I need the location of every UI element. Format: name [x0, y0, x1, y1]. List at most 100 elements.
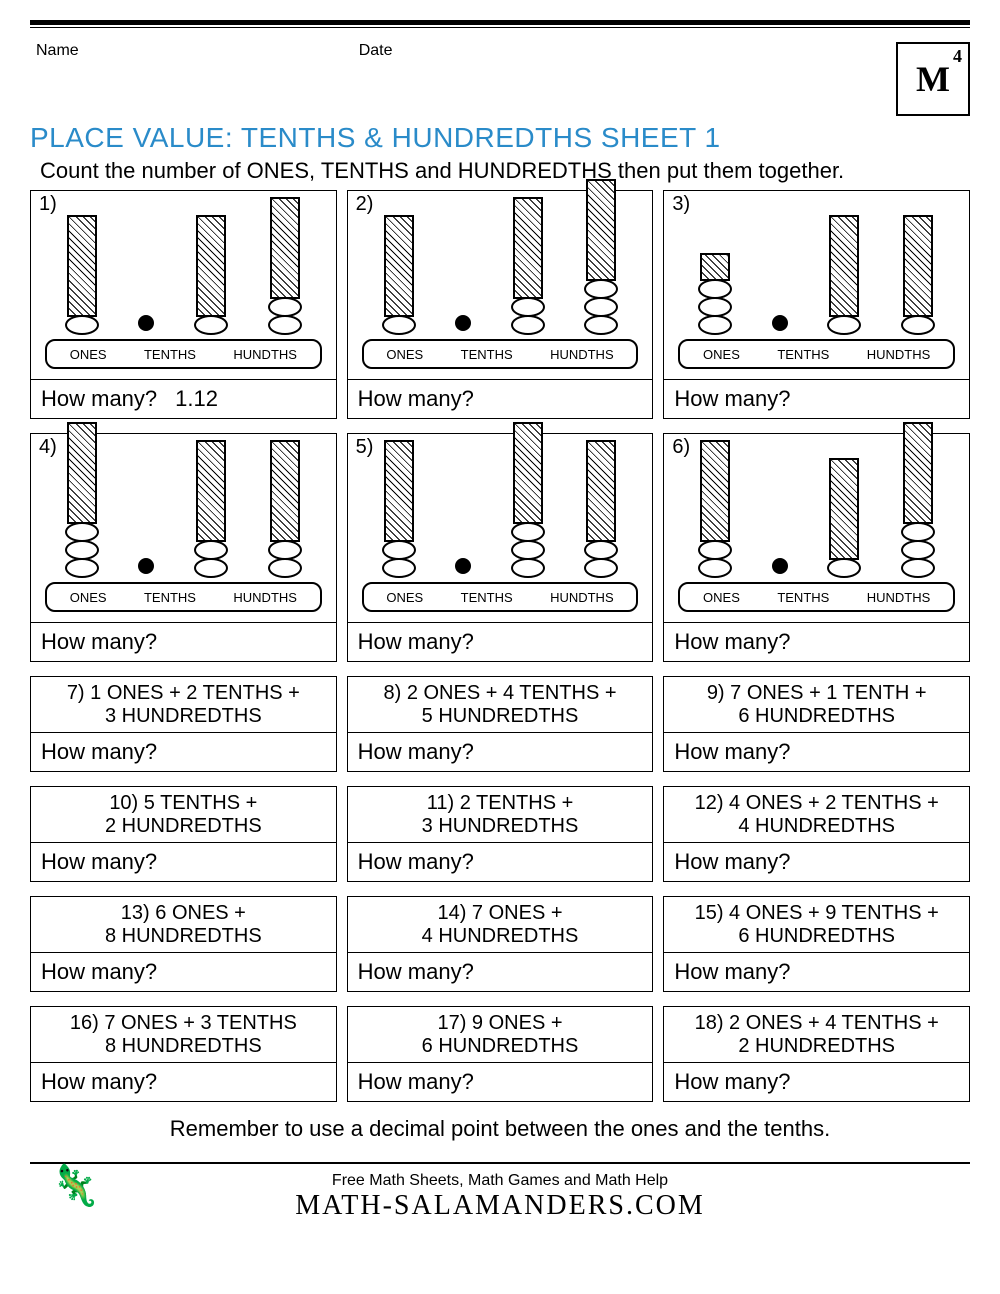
problem-text: 9) 7 ONES + 1 TENTH +6 HUNDREDTHS: [664, 677, 969, 733]
answer-row[interactable]: How many?: [664, 1063, 969, 1101]
logo-letter: M: [916, 58, 950, 100]
problem-number: 3): [672, 193, 690, 216]
label-tray: ONESTENTHSHUNDTHS: [362, 339, 639, 369]
value-column: [901, 215, 935, 335]
problem-number: 6): [672, 436, 690, 459]
visual-problem: 6)ONESTENTHSHUNDTHSHow many?: [663, 433, 970, 662]
problem-text: 7) 1 ONES + 2 TENTHS +3 HUNDREDTHS: [31, 677, 336, 733]
value-column: [827, 215, 861, 335]
tray-label: TENTHS: [144, 590, 196, 605]
logo-m-icon: M: [295, 1190, 322, 1221]
footer: Free Math Sheets, Math Games and Math He…: [30, 1162, 970, 1222]
answer-row[interactable]: How many?: [348, 843, 653, 881]
oval-icon: [194, 558, 228, 578]
problem-text: 14) 7 ONES +4 HUNDREDTHS: [348, 897, 653, 953]
decimal-dot-icon: [455, 558, 471, 574]
label-tray: ONES TENTHS HUNDTHS: [678, 339, 955, 369]
name-label: Name: [36, 42, 79, 60]
decimal-dot-icon: [455, 315, 471, 331]
answer-row[interactable]: How many?1.12: [31, 379, 336, 418]
oval-icon: [698, 315, 732, 335]
answer-row[interactable]: How many?: [664, 733, 969, 771]
answer-row[interactable]: How many?: [664, 953, 969, 991]
decimal-dot-icon: [138, 315, 154, 331]
problem-number: 2): [356, 193, 374, 216]
oval-icon: [382, 315, 416, 335]
visual-problem: 2) ONESTENTHSHUNDTHS How many?: [347, 190, 654, 419]
value-column: [382, 215, 416, 335]
text-problem: 9) 7 ONES + 1 TENTH +6 HUNDREDTHSHow man…: [663, 676, 970, 772]
instruction-text: Count the number of ONES, TENTHS and HUN…: [40, 158, 970, 184]
text-problem: 12) 4 ONES + 2 TENTHS +4 HUNDREDTHSHow m…: [663, 786, 970, 882]
reminder-text: Remember to use a decimal point between …: [30, 1116, 970, 1142]
answer-row[interactable]: How many?: [31, 1063, 336, 1101]
visual-problem: 5)ONESTENTHSHUNDTHSHow many?: [347, 433, 654, 662]
how-many-label: How many?: [358, 386, 474, 412]
oval-icon: [194, 315, 228, 335]
block-icon: [903, 215, 933, 317]
answer-row[interactable]: How many?: [348, 379, 653, 418]
answer-value: 1.12: [175, 386, 218, 412]
block-icon: [586, 179, 616, 281]
text-problem: 17) 9 ONES +6 HUNDREDTHSHow many?: [347, 1006, 654, 1102]
answer-row[interactable]: How many?: [31, 843, 336, 881]
tray-label: TENTHS: [777, 347, 829, 362]
block-icon: [829, 215, 859, 317]
value-column: [901, 422, 935, 578]
footer-wrap: 🦎 Free Math Sheets, Math Games and Math …: [30, 1162, 970, 1222]
rule-thin: [30, 27, 970, 28]
value-column: [268, 440, 302, 578]
oval-icon: [584, 279, 618, 299]
visual-problem: 4)ONESTENTHSHUNDTHSHow many?: [30, 433, 337, 662]
answer-row[interactable]: How many?: [31, 953, 336, 991]
value-column: [584, 179, 618, 335]
value-column: [194, 215, 228, 335]
tray-label: ONES: [70, 590, 107, 605]
oval-icon: [268, 297, 302, 317]
answer-row[interactable]: How many?: [664, 622, 969, 661]
answer-row[interactable]: How many?: [348, 1063, 653, 1101]
text-problems: 7) 1 ONES + 2 TENTHS +3 HUNDREDTHSHow ma…: [30, 676, 970, 1102]
answer-row[interactable]: How many?: [348, 733, 653, 771]
oval-icon: [584, 297, 618, 317]
answer-row[interactable]: How many?: [664, 843, 969, 881]
decimal-dot-icon: [772, 315, 788, 331]
block-icon: [903, 422, 933, 524]
block-icon: [196, 215, 226, 317]
decimal-dot-icon: [772, 558, 788, 574]
how-many-label: How many?: [358, 629, 474, 655]
tray-label: TENTHS: [144, 347, 196, 362]
tray-label: ONES: [386, 347, 423, 362]
label-tray: ONESTENTHSHUNDTHS: [362, 582, 639, 612]
answer-row[interactable]: How many?: [664, 379, 969, 418]
how-many-label: How many?: [674, 386, 790, 412]
oval-icon: [584, 558, 618, 578]
oval-icon: [511, 540, 545, 560]
oval-icon: [382, 558, 416, 578]
label-tray: ONES TENTHS HUNDTHS: [45, 582, 322, 612]
value-column: [584, 440, 618, 578]
problem-text: 16) 7 ONES + 3 TENTHS8 HUNDREDTHS: [31, 1007, 336, 1063]
text-problem: 8) 2 ONES + 4 TENTHS +5 HUNDREDTHSHow ma…: [347, 676, 654, 772]
worksheet-title: PLACE VALUE: TENTHS & HUNDREDTHS SHEET 1: [30, 122, 970, 154]
value-column: [698, 440, 732, 578]
block-icon: [384, 440, 414, 542]
block-icon: [384, 215, 414, 317]
visual-problem: 1)ONESTENTHSHUNDTHSHow many?1.12: [30, 190, 337, 419]
block-icon: [586, 440, 616, 542]
answer-row[interactable]: How many?: [31, 733, 336, 771]
tray-label: ONES: [703, 347, 740, 362]
problem-number: 1): [39, 193, 57, 216]
oval-icon: [698, 540, 732, 560]
oval-icon: [827, 315, 861, 335]
oval-icon: [901, 558, 935, 578]
answer-row[interactable]: How many?: [348, 622, 653, 661]
tray-label: HUNDTHS: [867, 347, 931, 362]
text-problem: 10) 5 TENTHS +2 HUNDREDTHSHow many?: [30, 786, 337, 882]
tray-label: HUNDTHS: [233, 590, 297, 605]
value-column: [511, 197, 545, 335]
text-problem: 11) 2 TENTHS +3 HUNDREDTHSHow many?: [347, 786, 654, 882]
answer-row[interactable]: How many?: [31, 622, 336, 661]
answer-row[interactable]: How many?: [348, 953, 653, 991]
block-icon: [513, 197, 543, 299]
